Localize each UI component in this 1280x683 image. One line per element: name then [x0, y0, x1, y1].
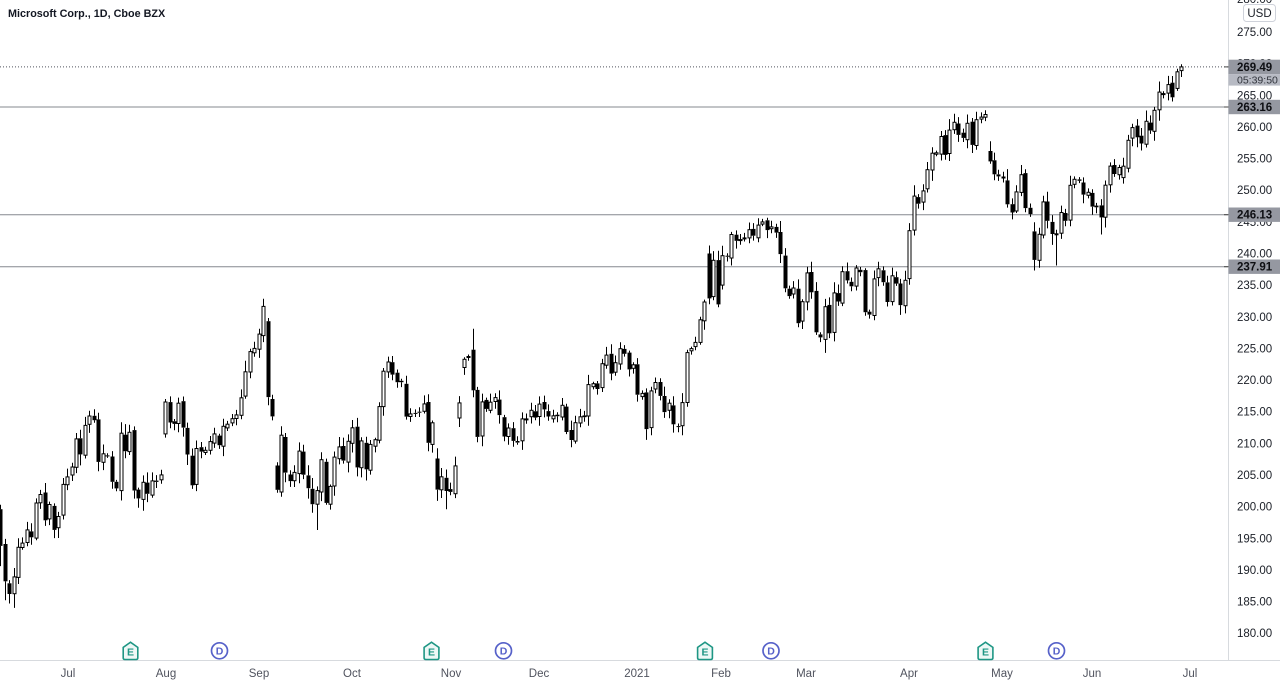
svg-text:E: E	[428, 647, 435, 659]
svg-text:180.00: 180.00	[1237, 628, 1272, 640]
svg-text:E: E	[982, 647, 989, 659]
svg-text:E: E	[127, 647, 134, 659]
svg-text:D: D	[500, 646, 508, 658]
svg-text:Jun: Jun	[1083, 668, 1102, 680]
svg-text:Microsoft Corp., 1D, Cboe BZX: Microsoft Corp., 1D, Cboe BZX	[8, 8, 166, 20]
svg-text:D: D	[1053, 646, 1061, 658]
svg-text:215.00: 215.00	[1237, 407, 1272, 419]
svg-text:Nov: Nov	[441, 668, 462, 680]
svg-text:240.00: 240.00	[1237, 249, 1272, 261]
svg-text:Aug: Aug	[156, 668, 176, 680]
svg-text:190.00: 190.00	[1237, 565, 1272, 577]
svg-text:235.00: 235.00	[1237, 280, 1272, 292]
svg-text:210.00: 210.00	[1237, 438, 1272, 450]
svg-text:E: E	[701, 647, 708, 659]
svg-text:Jul: Jul	[61, 668, 76, 680]
svg-text:265.00: 265.00	[1237, 90, 1272, 102]
svg-text:237.91: 237.91	[1237, 262, 1273, 274]
svg-text:275.00: 275.00	[1237, 27, 1272, 39]
svg-text:05:39:50: 05:39:50	[1237, 75, 1278, 87]
svg-text:260.00: 260.00	[1237, 122, 1272, 134]
svg-text:250.00: 250.00	[1237, 185, 1272, 197]
svg-text:220.00: 220.00	[1237, 375, 1272, 387]
svg-text:Mar: Mar	[796, 668, 816, 680]
svg-text:185.00: 185.00	[1237, 597, 1272, 609]
svg-text:230.00: 230.00	[1237, 312, 1272, 324]
svg-text:246.13: 246.13	[1237, 210, 1272, 222]
svg-text:USD: USD	[1247, 8, 1271, 20]
svg-text:280.00: 280.00	[1237, 0, 1272, 6]
svg-text:2021: 2021	[624, 668, 650, 680]
svg-text:Sep: Sep	[249, 668, 269, 680]
svg-text:Dec: Dec	[529, 668, 550, 680]
svg-text:255.00: 255.00	[1237, 154, 1272, 166]
svg-text:D: D	[216, 646, 224, 658]
svg-text:269.49: 269.49	[1237, 62, 1272, 74]
svg-text:May: May	[991, 668, 1013, 680]
svg-text:Feb: Feb	[711, 668, 731, 680]
svg-text:Oct: Oct	[343, 668, 362, 680]
svg-text:195.00: 195.00	[1237, 533, 1272, 545]
svg-text:225.00: 225.00	[1237, 343, 1272, 355]
svg-text:D: D	[767, 646, 775, 658]
svg-text:Apr: Apr	[900, 668, 918, 680]
svg-text:200.00: 200.00	[1237, 502, 1272, 514]
svg-text:Jul: Jul	[1183, 668, 1198, 680]
svg-text:263.16: 263.16	[1237, 102, 1272, 114]
svg-text:205.00: 205.00	[1237, 470, 1272, 482]
